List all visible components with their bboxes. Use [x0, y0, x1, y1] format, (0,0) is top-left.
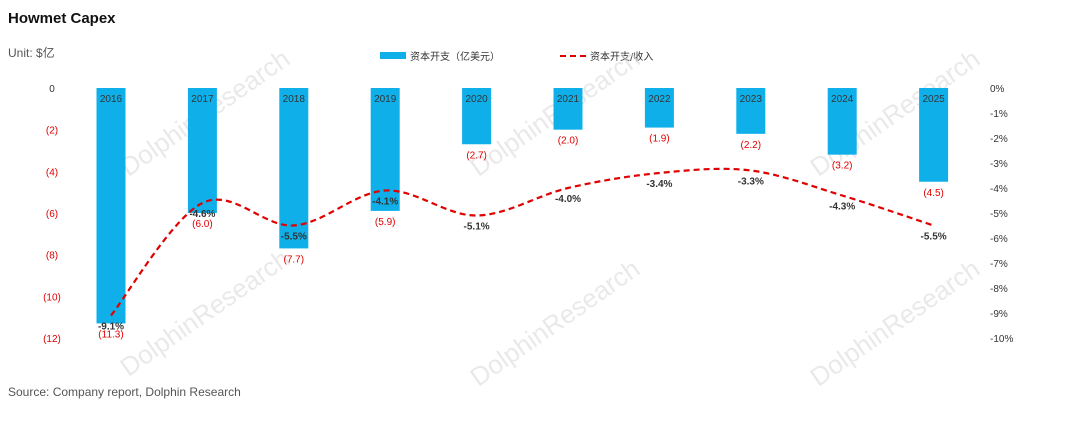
- right-tick-label: -6%: [990, 234, 1008, 245]
- right-tick-label: -9%: [990, 309, 1008, 320]
- bar-value-label: (2.0): [558, 136, 579, 147]
- legend-label-capex: 资本开支（亿美元）: [410, 52, 500, 63]
- right-tick-label: -1%: [990, 109, 1008, 120]
- bar-2023: [736, 88, 766, 134]
- line-value-label: -3.3%: [738, 177, 764, 188]
- left-tick-label: (2): [46, 126, 58, 137]
- bar-value-label: (2.7): [466, 150, 487, 161]
- bar-value-label: (2.2): [741, 140, 762, 151]
- watermark-text: DolphinResearch: [805, 253, 986, 392]
- legend-item-ratio: 资本开支/收入: [560, 48, 653, 63]
- bar-2017: [187, 88, 217, 213]
- line-value-label: -4.3%: [829, 202, 855, 213]
- line-value-label: -4.1%: [372, 197, 398, 208]
- category-label: 2019: [374, 94, 397, 105]
- bar-2024: [827, 88, 857, 155]
- bar-value-label: (6.0): [192, 219, 213, 230]
- left-tick-label: (10): [43, 292, 61, 303]
- bar-2025: [919, 88, 949, 182]
- right-tick-label: -3%: [990, 159, 1008, 170]
- line-value-label: -3.4%: [646, 179, 672, 190]
- bar-2021: [553, 88, 583, 130]
- category-label: 2020: [465, 94, 488, 105]
- bar-value-label: (7.7): [284, 254, 305, 265]
- category-label: 2018: [283, 94, 306, 105]
- bar-value-label: (5.9): [375, 217, 396, 228]
- legend-swatch-line: [560, 54, 586, 57]
- line-value-label: -5.1%: [464, 222, 490, 233]
- watermark-text: DolphinResearch: [465, 253, 646, 392]
- left-tick-label: 0: [49, 84, 55, 95]
- right-tick-label: -5%: [990, 209, 1008, 220]
- category-label: 2017: [191, 94, 214, 105]
- category-label: 2025: [922, 94, 945, 105]
- line-series: [110, 167, 934, 317]
- legend-swatch-bar: [380, 52, 406, 59]
- category-label: 2016: [100, 94, 123, 105]
- category-label: 2021: [557, 94, 580, 105]
- right-tick-label: 0%: [990, 84, 1005, 95]
- left-tick-label: (4): [46, 167, 58, 178]
- source-note: Source: Company report, Dolphin Research: [8, 385, 241, 399]
- left-tick-label: (8): [46, 251, 58, 262]
- bar-value-label: (1.9): [649, 134, 670, 145]
- right-tick-label: -4%: [990, 184, 1008, 195]
- line-value-label: -5.5%: [921, 232, 947, 243]
- bar-value-label: (11.3): [98, 329, 123, 340]
- line-value-label: -4.0%: [555, 194, 581, 205]
- right-tick-label: -7%: [990, 259, 1008, 270]
- legend: 资本开支（亿美元） 资本开支/收入: [380, 48, 713, 63]
- left-axis: 0 (2) (4) (6) (8) (10) (12): [43, 84, 61, 345]
- left-tick-label: (12): [43, 334, 61, 345]
- right-axis: 0% -1% -2% -3% -4% -5% -6% -7% -8% -9% -10%: [990, 84, 1013, 345]
- bar-2022: [644, 88, 674, 128]
- chart-title: Howmet Capex: [8, 10, 116, 27]
- line-value-label: -4.6%: [189, 209, 215, 220]
- bar-2016: [96, 88, 126, 324]
- data-labels: 2016 (11.3) 2017 (6.0) 2018 (7.7) 2019 (5.9) 202…: [98, 94, 947, 340]
- line-value-label: -5.5%: [281, 232, 307, 243]
- bar-value-label: (4.5): [923, 188, 944, 199]
- watermark-text: DolphinResearch: [115, 243, 296, 382]
- category-label: 2023: [740, 94, 763, 105]
- legend-item-capex: 资本开支（亿美元）: [380, 48, 500, 63]
- right-tick-label: -10%: [990, 334, 1013, 345]
- left-tick-label: (6): [46, 209, 58, 220]
- bar-value-label: (3.2): [832, 161, 853, 172]
- category-label: 2024: [831, 94, 854, 105]
- bar-2020: [462, 88, 492, 145]
- legend-label-ratio: 资本开支/收入: [590, 52, 654, 63]
- unit-label: Unit: $亿: [8, 46, 55, 60]
- bar-series: [96, 88, 949, 324]
- line-value-label: -9.1%: [98, 322, 124, 333]
- ratio-line-path: [110, 167, 934, 317]
- right-tick-label: -2%: [990, 134, 1008, 145]
- bar-2018: [279, 88, 309, 249]
- category-label: 2022: [648, 94, 671, 105]
- right-tick-label: -8%: [990, 284, 1008, 295]
